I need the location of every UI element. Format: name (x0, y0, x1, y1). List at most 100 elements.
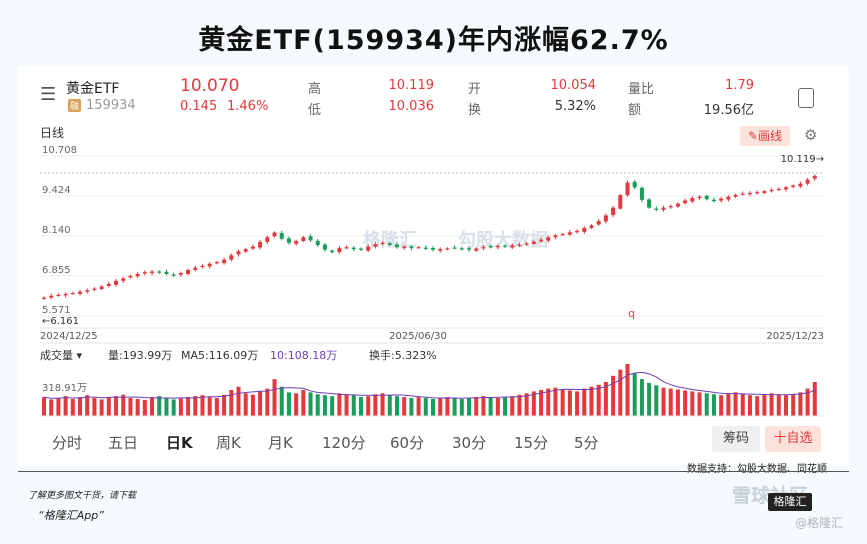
volume-bar (49, 399, 54, 416)
menu-icon[interactable]: ☰ (40, 84, 57, 105)
candle-body (683, 200, 688, 204)
volume-bar (308, 392, 313, 416)
tab-2[interactable]: 日K (166, 434, 193, 452)
price-change-pct: 1.46% (227, 99, 269, 114)
chip-button[interactable]: 筹码 (712, 426, 760, 452)
tab-0[interactable]: 分时 (52, 434, 83, 452)
volume-bar (618, 369, 623, 416)
candle-body (315, 240, 320, 246)
volume-bar (351, 395, 356, 416)
volume-bar (690, 391, 695, 416)
candle-body (503, 245, 508, 247)
volume-bar (733, 392, 738, 416)
candle-body (193, 267, 198, 270)
candle-body (668, 206, 673, 208)
volume-bar (42, 397, 46, 416)
candle-body (798, 183, 803, 187)
volume-bar (402, 397, 407, 416)
volume-bar (416, 397, 421, 416)
volratio-label: 量比 (628, 82, 655, 97)
volume-bar (135, 398, 140, 416)
tab-4[interactable]: 月K (268, 434, 293, 452)
price-chart[interactable]: 10.708 9.424 8.140 6.855 5.571 2024/12/25 2025… (18, 66, 849, 428)
candle-body (625, 182, 630, 196)
volume-bar (510, 396, 515, 416)
volume-bar (214, 398, 219, 416)
volume-legend-4: 换手:5.323% (369, 348, 437, 362)
volume-bar (222, 394, 227, 416)
candle-body (611, 207, 616, 215)
volume-bar (805, 388, 810, 416)
tab-3[interactable]: 周K (216, 434, 241, 452)
candle-body (250, 246, 255, 249)
candle-body (704, 195, 709, 200)
volume-bar (445, 397, 450, 416)
watermark-brand: 格隆汇 (363, 229, 417, 251)
volume-bar (438, 398, 443, 416)
volume-bar (128, 398, 133, 416)
tab-7[interactable]: 30分 (452, 434, 487, 452)
volume-bar (524, 393, 529, 416)
candle-body (553, 235, 558, 238)
period-tabs: 分时 五日 日K 周K 月K 120分 60分 30分 15分 5分 (18, 428, 849, 458)
volume-bar (704, 393, 709, 416)
volratio-value: 1.79 (725, 78, 754, 93)
settings-icon[interactable]: ⚙ (804, 126, 818, 144)
volume-bar (394, 396, 399, 416)
candle-body (654, 208, 659, 210)
tab-8[interactable]: 15分 (514, 434, 549, 452)
candle-body (308, 236, 313, 241)
candle-body (366, 246, 371, 251)
candle-body (517, 244, 522, 246)
tab-6[interactable]: 60分 (390, 434, 425, 452)
volume-bar (675, 389, 680, 416)
candle-body (697, 196, 702, 198)
tab-1[interactable]: 五日 (108, 434, 139, 452)
candle-body (481, 247, 486, 249)
candle-body (186, 269, 191, 274)
volume-bar (150, 397, 155, 416)
volume-legend-3: 10:108.18万 (270, 349, 337, 362)
volume-bar (661, 387, 666, 416)
candle-body (459, 248, 464, 250)
candle-body (394, 244, 399, 248)
footer-note: 了解更多图文干货，请下载 (28, 491, 137, 501)
candle-body (42, 297, 46, 299)
volume-bar (337, 393, 342, 416)
volume-bar (560, 389, 565, 416)
volume-bar (762, 394, 767, 416)
phone-icon[interactable] (798, 88, 814, 108)
volume-bar (193, 396, 198, 416)
volume-bar (409, 398, 414, 416)
candle-body (178, 273, 183, 275)
candle-body (402, 246, 407, 249)
candle-body (452, 247, 457, 249)
candle-body (589, 225, 594, 228)
watermark-sub: 勾股大数据 (458, 229, 548, 251)
volume-bar (647, 382, 652, 416)
candle-body (121, 278, 126, 281)
candle-body (387, 243, 392, 246)
candle-body (755, 192, 760, 194)
candle-body (546, 237, 551, 241)
amount-value: 19.56亿 (703, 103, 754, 118)
candle-body (265, 237, 270, 242)
footer-app: “格隆汇App” (38, 509, 104, 522)
candle-body (675, 203, 680, 207)
volume-bar (654, 385, 659, 416)
tab-5[interactable]: 120分 (322, 434, 366, 452)
add-watchlist-button[interactable]: 十自选 (765, 426, 821, 452)
candle-body (99, 286, 104, 290)
tab-9[interactable]: 5分 (574, 434, 599, 452)
volume-bar (431, 398, 435, 416)
volume-bar (503, 397, 508, 416)
candle-body (142, 272, 147, 274)
draw-line-button[interactable]: ✎画线 (740, 126, 790, 146)
volume-bar (99, 399, 104, 416)
candle-body (575, 231, 580, 233)
volume-bar (517, 394, 522, 416)
volume-bar (582, 388, 587, 416)
candle-body (157, 271, 162, 273)
candle-body (726, 196, 731, 200)
candle-body (524, 243, 529, 245)
